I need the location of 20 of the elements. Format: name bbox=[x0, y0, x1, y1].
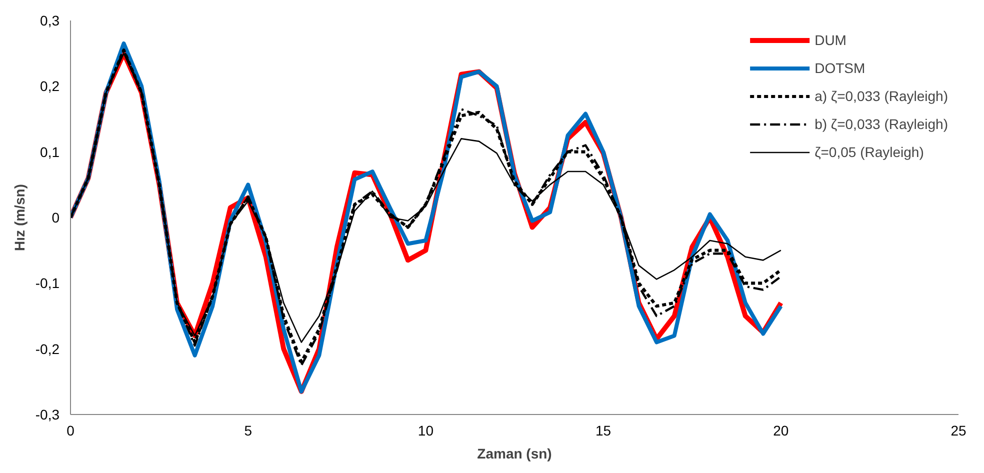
x-tick-label: 10 bbox=[418, 422, 434, 438]
y-tick-label: 0,2 bbox=[40, 78, 60, 94]
x-tick-label: 20 bbox=[773, 422, 789, 438]
legend-label: a) ζ=0,033 (Rayleigh) bbox=[814, 88, 948, 104]
y-tick-label: -0,3 bbox=[35, 406, 60, 422]
legend-label: b) ζ=0,033 (Rayleigh) bbox=[814, 116, 948, 132]
legend-label: DOTSM bbox=[814, 60, 866, 76]
y-tick-label: 0,3 bbox=[40, 12, 60, 28]
legend-label: ζ=0,05 (Rayleigh) bbox=[814, 144, 924, 160]
x-tick-label: 15 bbox=[596, 422, 612, 438]
y-tick-label: -0,1 bbox=[35, 275, 60, 292]
x-tick-label: 5 bbox=[244, 422, 252, 438]
x-axis-title: Zaman (sn) bbox=[477, 446, 552, 462]
y-tick-label: -0,2 bbox=[35, 340, 60, 357]
x-tick-label: 0 bbox=[66, 422, 75, 438]
y-tick-label: 0 bbox=[52, 210, 60, 226]
legend-label: DUM bbox=[814, 32, 846, 48]
y-tick-label: 0,1 bbox=[40, 144, 60, 160]
x-tick-label: 25 bbox=[950, 422, 966, 438]
y-axis-title: Hız (m/sn) bbox=[11, 184, 28, 251]
